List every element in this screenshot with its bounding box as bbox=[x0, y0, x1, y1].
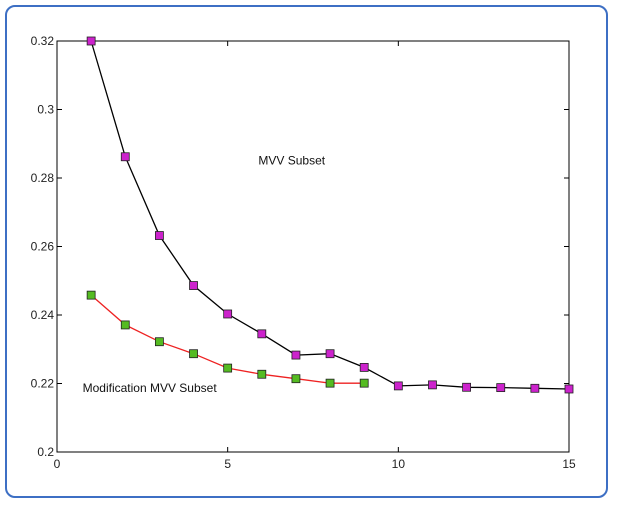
data-point bbox=[223, 309, 233, 319]
y-tick-label: 0.22 bbox=[31, 377, 55, 391]
data-point bbox=[325, 349, 335, 359]
series-0 bbox=[86, 36, 574, 394]
data-point bbox=[393, 381, 403, 391]
data-point bbox=[428, 380, 437, 390]
data-point bbox=[564, 384, 574, 394]
data-point bbox=[120, 152, 130, 162]
data-point bbox=[530, 383, 540, 393]
data-point bbox=[86, 290, 96, 300]
data-point bbox=[189, 281, 198, 290]
y-tick-label: 0.24 bbox=[31, 308, 55, 322]
x-tick-label: 15 bbox=[562, 457, 576, 471]
data-point bbox=[86, 36, 96, 46]
x-tick-label: 10 bbox=[392, 457, 406, 471]
y-tick-label: 0.32 bbox=[31, 34, 55, 48]
y-tick-label: 0.26 bbox=[31, 240, 55, 254]
annotation-label: Modification MVV Subset bbox=[83, 381, 218, 395]
data-point bbox=[189, 349, 198, 359]
data-point bbox=[462, 382, 472, 392]
data-point bbox=[359, 363, 369, 372]
series-layer bbox=[86, 36, 574, 394]
x-tick-label: 5 bbox=[224, 457, 231, 471]
data-point bbox=[325, 378, 335, 388]
y-tick-label: 0.2 bbox=[37, 445, 54, 459]
axes bbox=[56, 40, 570, 453]
chart-frame bbox=[5, 5, 608, 498]
x-tick-label: 0 bbox=[54, 457, 61, 471]
y-tick-label: 0.3 bbox=[37, 103, 54, 117]
data-point bbox=[120, 320, 130, 330]
y-tick-label: 0.28 bbox=[31, 171, 55, 185]
data-point bbox=[359, 378, 369, 388]
data-point bbox=[496, 383, 506, 393]
data-point bbox=[291, 374, 301, 384]
labels: 0 5 10 15 0.2 0.22 0.24 0.26 0.28 0.3 0.32 MVV Subs… bbox=[31, 34, 576, 471]
data-point bbox=[257, 369, 267, 379]
data-point bbox=[154, 337, 164, 347]
data-point bbox=[257, 329, 267, 339]
data-point bbox=[154, 231, 164, 240]
data-point bbox=[223, 363, 233, 373]
series-line bbox=[90, 40, 570, 390]
series-1 bbox=[86, 290, 369, 388]
annotation-label: MVV Subset bbox=[258, 153, 325, 167]
data-point bbox=[291, 350, 301, 360]
